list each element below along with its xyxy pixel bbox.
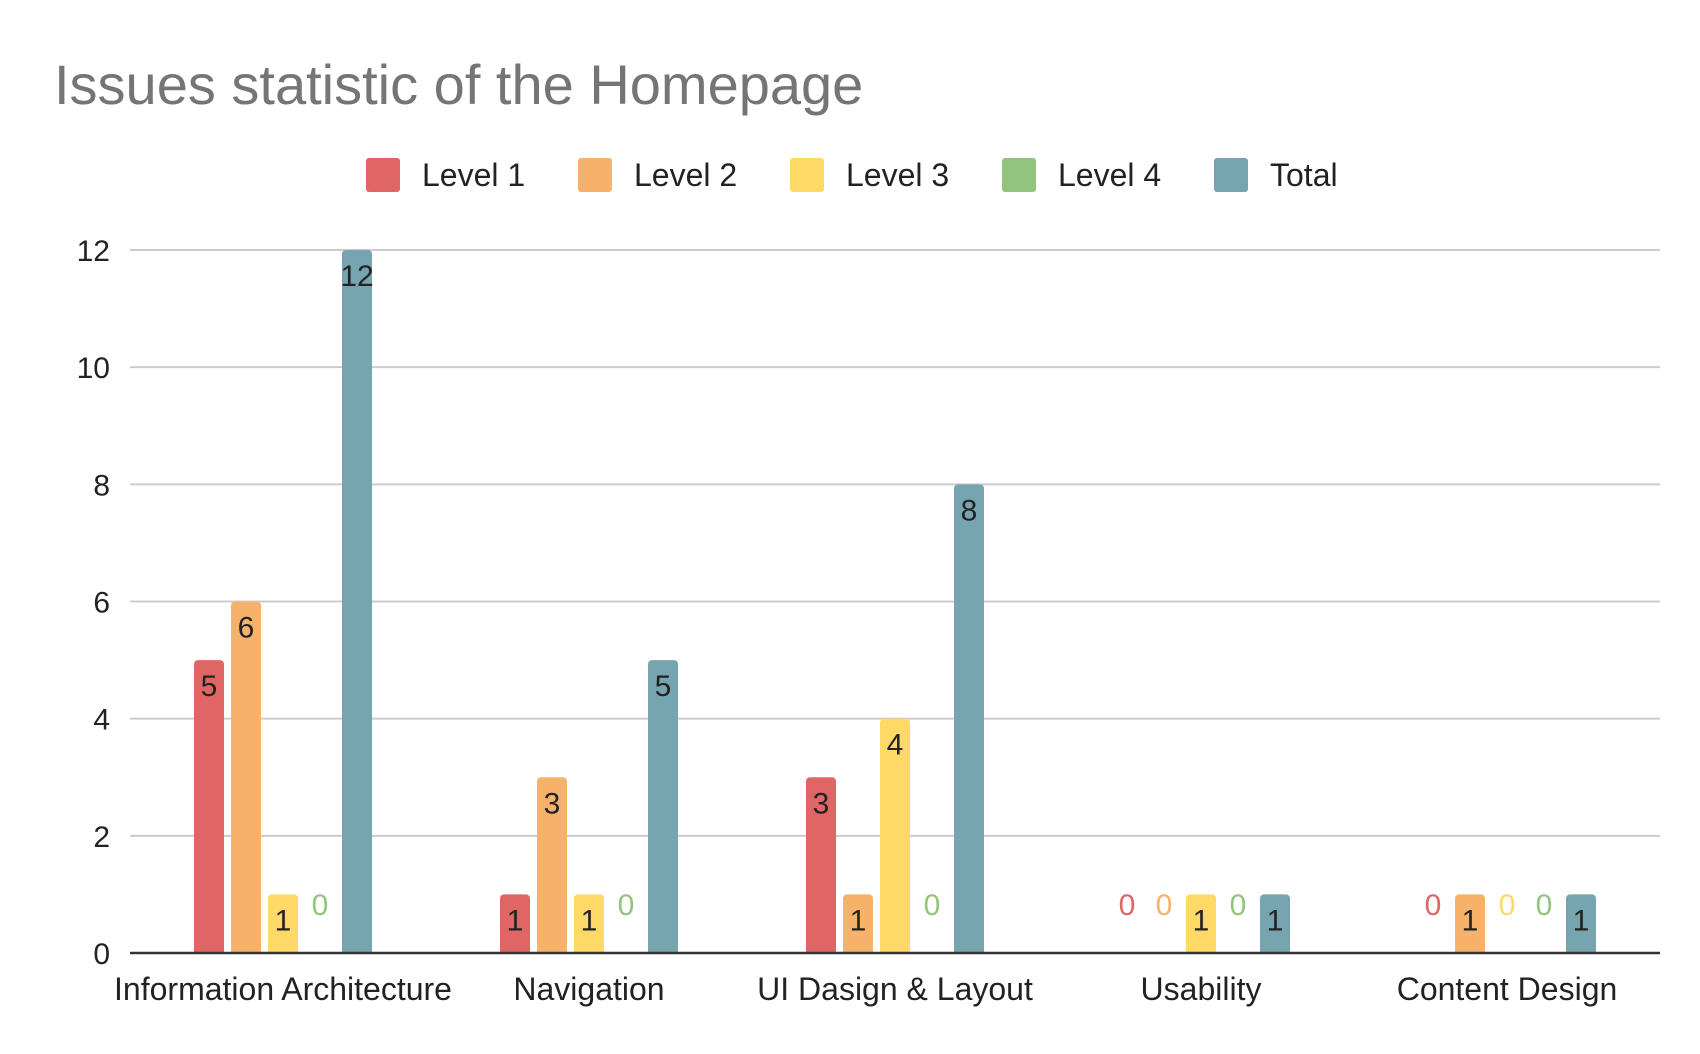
data-label: 8 [961, 494, 978, 527]
bar [648, 660, 678, 953]
bar-base [1186, 947, 1216, 953]
data-label: 0 [1425, 889, 1442, 922]
y-tick-label: 12 [77, 235, 110, 268]
data-label: 1 [850, 904, 867, 937]
data-label: 1 [1267, 904, 1284, 937]
bar [500, 894, 530, 953]
legend-label: Level 4 [1058, 157, 1161, 193]
data-label: 0 [1119, 889, 1136, 922]
y-tick-label: 2 [93, 821, 110, 854]
bar [806, 777, 836, 953]
data-label: 4 [887, 729, 904, 762]
y-tick-label: 0 [93, 938, 110, 971]
bars [194, 250, 1596, 953]
bar-base [574, 947, 604, 953]
bar-base [537, 947, 567, 953]
data-label: 1 [507, 904, 524, 937]
x-tick-label: Information Architecture [114, 971, 452, 1007]
legend-item: Level 1 [366, 157, 525, 193]
data-label: 0 [1536, 889, 1553, 922]
data-label: 6 [238, 612, 255, 645]
y-tick-label: 6 [93, 587, 110, 620]
data-label: 12 [340, 260, 373, 293]
legend-swatch [578, 158, 612, 192]
bar [574, 894, 604, 953]
y-tick-label: 8 [93, 469, 110, 502]
bar [1186, 894, 1216, 953]
y-tick-label: 4 [93, 704, 110, 737]
data-label: 1 [1573, 904, 1590, 937]
legend-item: Level 2 [578, 157, 737, 193]
legend-swatch [1002, 158, 1036, 192]
data-label: 3 [544, 787, 561, 820]
bar [342, 250, 372, 953]
bar-base [500, 947, 530, 953]
data-label: 0 [1156, 889, 1173, 922]
data-label: 0 [1499, 889, 1516, 922]
bar-base [268, 947, 298, 953]
bar-base [231, 947, 261, 953]
legend-swatch [1214, 158, 1248, 192]
x-tick-label: Navigation [513, 971, 664, 1007]
data-label: 0 [1230, 889, 1247, 922]
bar [231, 601, 261, 953]
bar-base [806, 947, 836, 953]
bar-base [1260, 947, 1290, 953]
legend-label: Level 1 [422, 157, 525, 193]
legend-item: Level 3 [790, 157, 949, 193]
legend-label: Level 3 [846, 157, 949, 193]
bar-base [1566, 947, 1596, 953]
y-tick-label: 10 [77, 352, 110, 385]
bar-base [1455, 947, 1485, 953]
legend-item: Level 4 [1002, 157, 1161, 193]
x-tick-label: Usability [1141, 971, 1262, 1007]
data-label: 0 [924, 889, 941, 922]
legend-item: Total [1214, 157, 1338, 193]
bar-base [880, 947, 910, 953]
bar [537, 777, 567, 953]
bar-base [843, 947, 873, 953]
data-label: 1 [1193, 904, 1210, 937]
data-label: 1 [1462, 904, 1479, 937]
legend-swatch [790, 158, 824, 192]
bar-base [194, 947, 224, 953]
bar-base [342, 947, 372, 953]
bar [843, 894, 873, 953]
data-label: 0 [618, 889, 635, 922]
data-label: 0 [312, 889, 329, 922]
data-label: 5 [655, 670, 672, 703]
bar-base [954, 947, 984, 953]
data-label: 3 [813, 787, 830, 820]
bar [1260, 894, 1290, 953]
x-tick-label: UI Dasign & Layout [757, 971, 1033, 1007]
chart-title: Issues statistic of the Homepage [54, 53, 864, 116]
legend-swatch [366, 158, 400, 192]
data-label: 1 [275, 904, 292, 937]
bar-base [648, 947, 678, 953]
bar [880, 718, 910, 953]
legend-label: Level 2 [634, 157, 737, 193]
bar [1455, 894, 1485, 953]
x-tick-label: Content Design [1397, 971, 1618, 1007]
bar [954, 484, 984, 953]
data-label: 5 [201, 670, 218, 703]
data-label: 1 [581, 904, 598, 937]
bar [1566, 894, 1596, 953]
bar [268, 894, 298, 953]
legend: Level 1 Level 2 Level 3 Level 4 Total [366, 157, 1338, 193]
bar [194, 660, 224, 953]
legend-label: Total [1270, 157, 1338, 193]
